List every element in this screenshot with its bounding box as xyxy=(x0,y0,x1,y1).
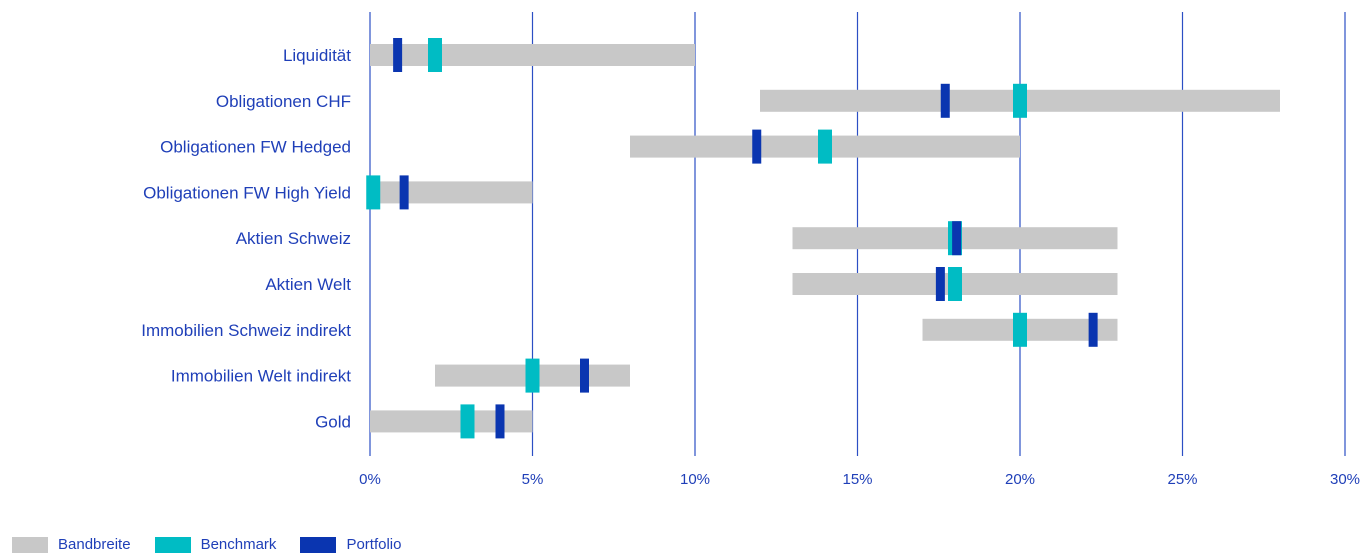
category-label: Immobilien Schweiz indirekt xyxy=(141,321,351,340)
legend-swatch-band xyxy=(12,536,48,553)
benchmark-marker xyxy=(428,38,442,72)
benchmark-marker xyxy=(460,404,475,439)
category-label: Immobilien Welt indirekt xyxy=(171,367,351,386)
category-label: Liquidität xyxy=(283,46,351,65)
benchmark-marker xyxy=(818,129,832,164)
legend: Bandbreite Benchmark Portfolio xyxy=(12,536,425,553)
benchmark-marker xyxy=(948,267,962,301)
x-tick-label: 20% xyxy=(1005,471,1035,488)
category-label: Aktien Welt xyxy=(265,275,351,294)
portfolio-marker xyxy=(752,129,762,164)
benchmark-marker xyxy=(1013,83,1027,118)
legend-swatch-benchmark xyxy=(154,536,191,553)
legend-item-benchmark: Benchmark xyxy=(154,536,277,553)
category-label: Obligationen FW Hedged xyxy=(160,138,351,157)
category-row: Liquidität xyxy=(283,38,695,72)
x-tick-label: 15% xyxy=(842,471,872,488)
category-row: Aktien Schweiz xyxy=(236,221,1118,256)
category-label: Gold xyxy=(315,412,351,431)
portfolio-marker xyxy=(935,267,945,301)
x-tick-label: 10% xyxy=(680,471,710,488)
x-tick-label: 0% xyxy=(359,471,381,488)
category-row: Obligationen FW High Yield xyxy=(143,175,533,210)
category-label: Obligationen CHF xyxy=(216,92,351,111)
legend-label-portfolio: Portfolio xyxy=(346,536,402,553)
category-row: Immobilien Welt indirekt xyxy=(171,358,630,393)
benchmark-marker xyxy=(366,175,381,210)
portfolio-marker xyxy=(393,38,403,72)
legend-item-band: Bandbreite xyxy=(12,536,131,553)
band-bar xyxy=(370,44,695,66)
category-label: Obligationen FW High Yield xyxy=(143,183,351,202)
portfolio-marker xyxy=(495,404,505,439)
category-row: Obligationen CHF xyxy=(216,83,1280,118)
x-tick-label: 30% xyxy=(1330,471,1360,488)
category-row: Obligationen FW Hedged xyxy=(160,129,1020,164)
band-bar xyxy=(370,410,533,433)
benchmark-marker xyxy=(1013,312,1027,347)
portfolio-marker xyxy=(940,83,950,118)
legend-swatch-portfolio xyxy=(300,536,337,553)
x-tick-label: 5% xyxy=(522,471,544,488)
portfolio-marker xyxy=(399,175,409,210)
x-tick-label: 25% xyxy=(1167,471,1197,488)
legend-label-band: Bandbreite xyxy=(58,536,131,553)
category-row: Aktien Welt xyxy=(265,267,1118,301)
portfolio-marker xyxy=(952,221,962,256)
benchmark-marker xyxy=(525,358,540,393)
band-bar xyxy=(370,181,533,204)
category-row: Gold xyxy=(315,404,533,439)
category-label: Aktien Schweiz xyxy=(236,229,351,248)
portfolio-marker xyxy=(580,358,589,393)
range-chart: 0% 5% 10% 15% 20% 25% 30% Liquidität Obligatione… xyxy=(141,12,1360,488)
portfolio-marker xyxy=(1088,312,1098,347)
category-row: Immobilien Schweiz indirekt xyxy=(141,312,1118,347)
legend-item-portfolio: Portfolio xyxy=(300,536,401,553)
legend-label-benchmark: Benchmark xyxy=(200,536,277,553)
